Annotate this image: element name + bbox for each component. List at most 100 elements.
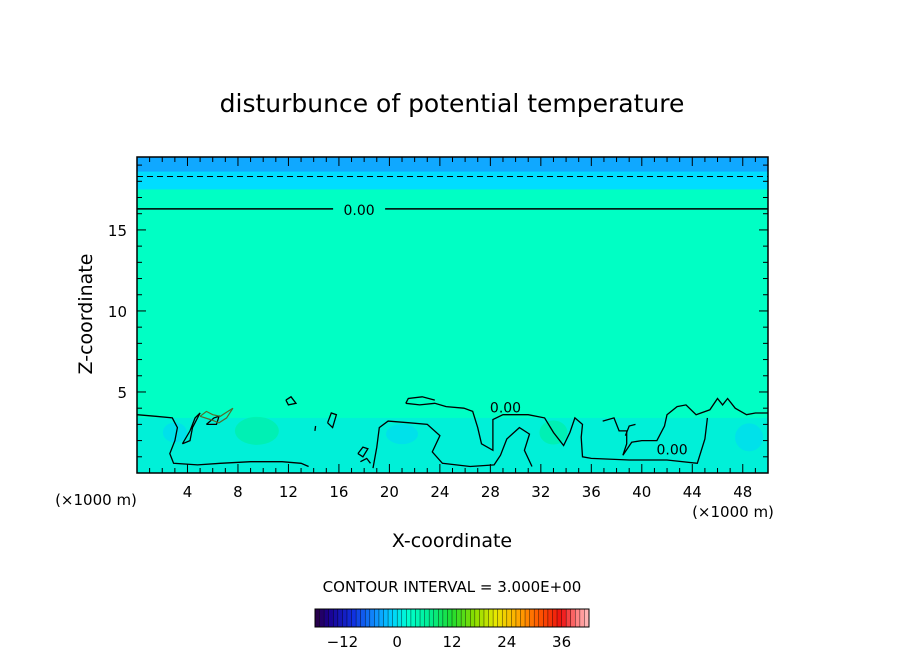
colorbar-cell-59 [584,609,590,627]
contour-line-6 [357,446,369,458]
contour-line-10 [405,396,435,404]
colorbar-cell-24 [424,609,430,627]
x-tick-label-10: 44 [683,483,702,501]
contour-line-12 [624,423,636,436]
x-tick-label-8: 36 [582,483,601,501]
colorbar-tick-label-0: −12 [327,633,359,651]
colorbar-cell-43 [511,609,517,627]
colorbar-cell-10 [360,609,366,627]
colorbar-cell-40 [497,609,503,627]
y-tick-label-2: 15 [108,222,127,240]
contour-line-11 [602,397,768,456]
colorbar-cell-57 [575,609,581,627]
colorbar-cell-14 [378,609,384,627]
colorbar-cell-16 [388,609,393,627]
colorbar-cell-21 [410,609,416,627]
colorbar-cell-49 [538,609,544,627]
x-tick-label-3: 16 [329,483,348,501]
y-tick-label-1: 10 [108,303,127,321]
colorbar-cell-38 [488,609,494,627]
colorbar-cell-56 [570,609,576,627]
colorbar-frame [314,608,590,628]
colorbar-cell-11 [365,609,370,627]
x-tick-label-4: 20 [380,483,399,501]
x-tick-label-5: 24 [430,483,449,501]
colorbar-cell-41 [502,609,507,627]
x-tick-label-1: 8 [233,483,243,501]
shade-patch-0 [234,416,279,445]
colorbar-tick-label-1: 0 [392,633,402,651]
colorbar-cell-5 [337,609,343,627]
colorbar-tick-label-3: 24 [497,633,516,651]
contour-line-9 [405,402,709,465]
colorbar-cell-26 [433,609,439,627]
colorbar-cell-25 [429,609,434,627]
contour-label-1: 0.00 [490,401,521,417]
colorbar-cell-31 [456,609,462,627]
x-tick-label-6: 28 [481,483,500,501]
y-axis-label: Z-coordinate [75,254,97,375]
colorbar-cell-27 [438,609,444,627]
x-units-left: (×1000 m) [55,491,137,509]
colorbar-cell-32 [461,609,466,627]
shade-patch-2 [162,422,187,443]
colorbar-cell-2 [324,609,329,627]
colorbar-cell-12 [369,609,375,627]
contour-line-8 [372,420,533,469]
colorbar-cell-7 [346,609,352,627]
shade-patch-4 [386,424,419,445]
x-tick-label-2: 12 [279,483,298,501]
x-tick-label-7: 32 [531,483,550,501]
colorbar-cell-39 [493,609,498,627]
contour-line-1 [181,412,201,445]
colorbar-cell-4 [333,609,339,627]
colorbar-cell-34 [470,609,476,627]
colorbar-cell-18 [397,609,402,627]
colorbar-cell-46 [525,609,530,627]
colorbar-cell-23 [420,609,425,627]
colorbar: −12 0 12 24 36 [314,608,590,651]
contour-interval-label: CONTOUR INTERVAL = 3.000E+00 [323,578,582,596]
colorbar-cell-58 [579,609,585,627]
contour-line-0 [136,414,309,468]
colorbar-cell-19 [401,609,407,627]
colorbar-cell-29 [447,609,453,627]
colorbar-cell-33 [465,609,471,627]
colorbar-cell-8 [351,609,357,627]
colorbar-cell-45 [520,609,526,627]
colorbar-cell-3 [328,609,334,627]
colorbar-cell-0 [315,609,320,627]
contour-label-2: 0.00 [657,443,688,459]
colorbar-cell-53 [557,609,562,627]
x-tick-label-11: 48 [733,483,752,501]
colorbar-cell-35 [474,609,480,627]
colorbar-cell-30 [452,609,457,627]
colorbar-cell-9 [356,609,361,627]
x-tick-label-9: 40 [632,483,651,501]
y-tick-label-0: 5 [117,384,127,402]
colorbar-cell-47 [529,609,535,627]
colorbar-cell-51 [547,609,553,627]
colorbar-tick-label-4: 36 [552,633,571,651]
contour-line-7 [360,457,372,464]
warm-contour [199,407,234,424]
colorbar-cell-44 [515,609,521,627]
colorbar-cell-15 [383,609,389,627]
colorbar-cell-36 [479,609,485,627]
colorbar-cell-37 [483,609,489,627]
x-tick-label-0: 4 [183,483,193,501]
colorbar-cell-42 [506,609,512,627]
shade-patch-3 [735,423,764,452]
contour-label-0: 0.00 [344,203,375,219]
chart-title: disturbunce of potential temperature [220,89,685,118]
top-band [137,157,768,172]
colorbar-cell-17 [392,609,398,627]
contour-line-5 [314,425,317,431]
colorbar-cell-6 [342,609,348,627]
colorbar-tick-label-2: 12 [442,633,461,651]
contour-line-4 [326,412,338,429]
contour-line-3 [285,395,298,406]
colorbar-cell-48 [534,609,539,627]
